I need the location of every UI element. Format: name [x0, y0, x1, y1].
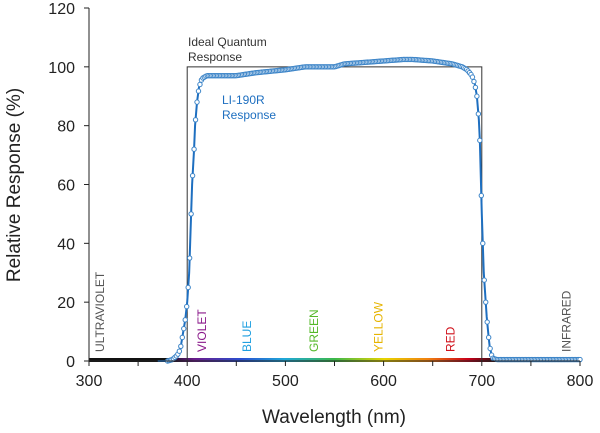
- y-tick-label: 40: [57, 236, 75, 253]
- data-point: [195, 88, 202, 94]
- band-label-violet: VIOLET: [195, 309, 209, 352]
- visible-spectrum-bar: [167, 358, 502, 362]
- ticks: 0 20 40 60 80 100 120 300 400 500 600 700 800: [48, 1, 593, 390]
- x-tick-label: 300: [76, 373, 103, 390]
- band-label-ultraviolet: ULTRAVIOLET: [93, 271, 107, 352]
- band-label-blue: BLUE: [240, 321, 254, 352]
- data-point: [472, 84, 479, 91]
- y-tick-label: 0: [66, 354, 75, 371]
- data-point: [176, 348, 183, 354]
- data-point: [184, 303, 190, 310]
- x-tick-label: 800: [567, 373, 594, 390]
- band-label-red: RED: [443, 326, 457, 352]
- data-point: [480, 240, 486, 247]
- x-tick-label: 600: [370, 373, 397, 390]
- data-point: [478, 192, 485, 199]
- y-tick-label: 20: [57, 295, 75, 312]
- spectrum-band-labels: ULTRAVIOLET VIOLET BLUE GREEN YELLOW RED INFRA…: [93, 271, 573, 352]
- data-point: [485, 334, 492, 341]
- data-point: [474, 93, 480, 99]
- band-label-green: GREEN: [307, 309, 321, 352]
- y-axis-label: Relative Response (%): [4, 88, 25, 282]
- x-tick-label: 400: [174, 373, 201, 390]
- y-tick-label: 80: [57, 119, 75, 136]
- data-point: [178, 343, 184, 349]
- data-point: [191, 146, 197, 152]
- data-point: [484, 319, 490, 325]
- data-point: [477, 137, 483, 144]
- data-point: [181, 325, 187, 332]
- y-tick-label: 60: [57, 178, 75, 195]
- data-point: [487, 345, 493, 352]
- data-point: [182, 317, 188, 323]
- data-point: [189, 172, 196, 179]
- data-point: [194, 99, 200, 105]
- data-point: [471, 78, 477, 85]
- y-tick-label: 120: [48, 1, 75, 18]
- band-label-infrared: INFRARED: [559, 290, 573, 352]
- x-axis-label: Wavelength (nm): [262, 407, 406, 428]
- data-point: [188, 211, 194, 217]
- ideal-annotation: Ideal Quantum Response: [188, 35, 267, 64]
- data-point: [483, 299, 489, 305]
- sensor-annotation: LI-190R Response: [222, 93, 276, 122]
- data-point: [469, 74, 476, 80]
- x-tick-label: 500: [272, 373, 299, 390]
- data-point: [197, 81, 203, 88]
- data-point: [475, 111, 482, 117]
- band-label-yellow: YELLOW: [372, 301, 386, 352]
- x-tick-label: 700: [468, 373, 495, 390]
- data-point: [481, 277, 487, 283]
- data-point: [179, 334, 185, 341]
- y-tick-label: 100: [48, 60, 75, 77]
- data-point: [192, 117, 199, 123]
- data-point: [186, 255, 193, 261]
- data-point: [185, 284, 191, 291]
